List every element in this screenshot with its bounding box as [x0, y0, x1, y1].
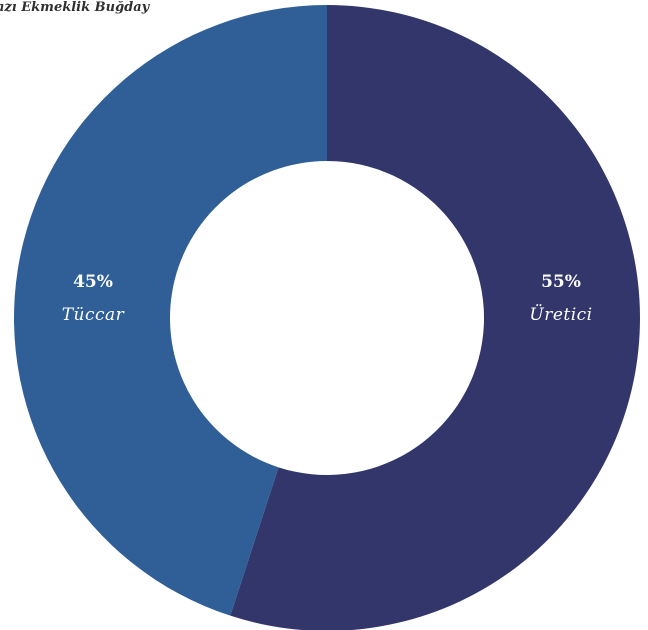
slice-percent-label: 55% [541, 272, 581, 292]
slice-percent-label: 45% [73, 272, 113, 292]
slice-category-label: Tüccar [62, 305, 125, 325]
slice-category-label: Üretici [529, 304, 592, 325]
chart-title: azı Ekmeklik Buğday [0, 0, 150, 15]
slice-labels: 55% Üretici 45% Tüccar [62, 272, 592, 325]
slice-1 [230, 5, 640, 630]
slice-2 [14, 5, 328, 616]
slices [14, 5, 640, 630]
